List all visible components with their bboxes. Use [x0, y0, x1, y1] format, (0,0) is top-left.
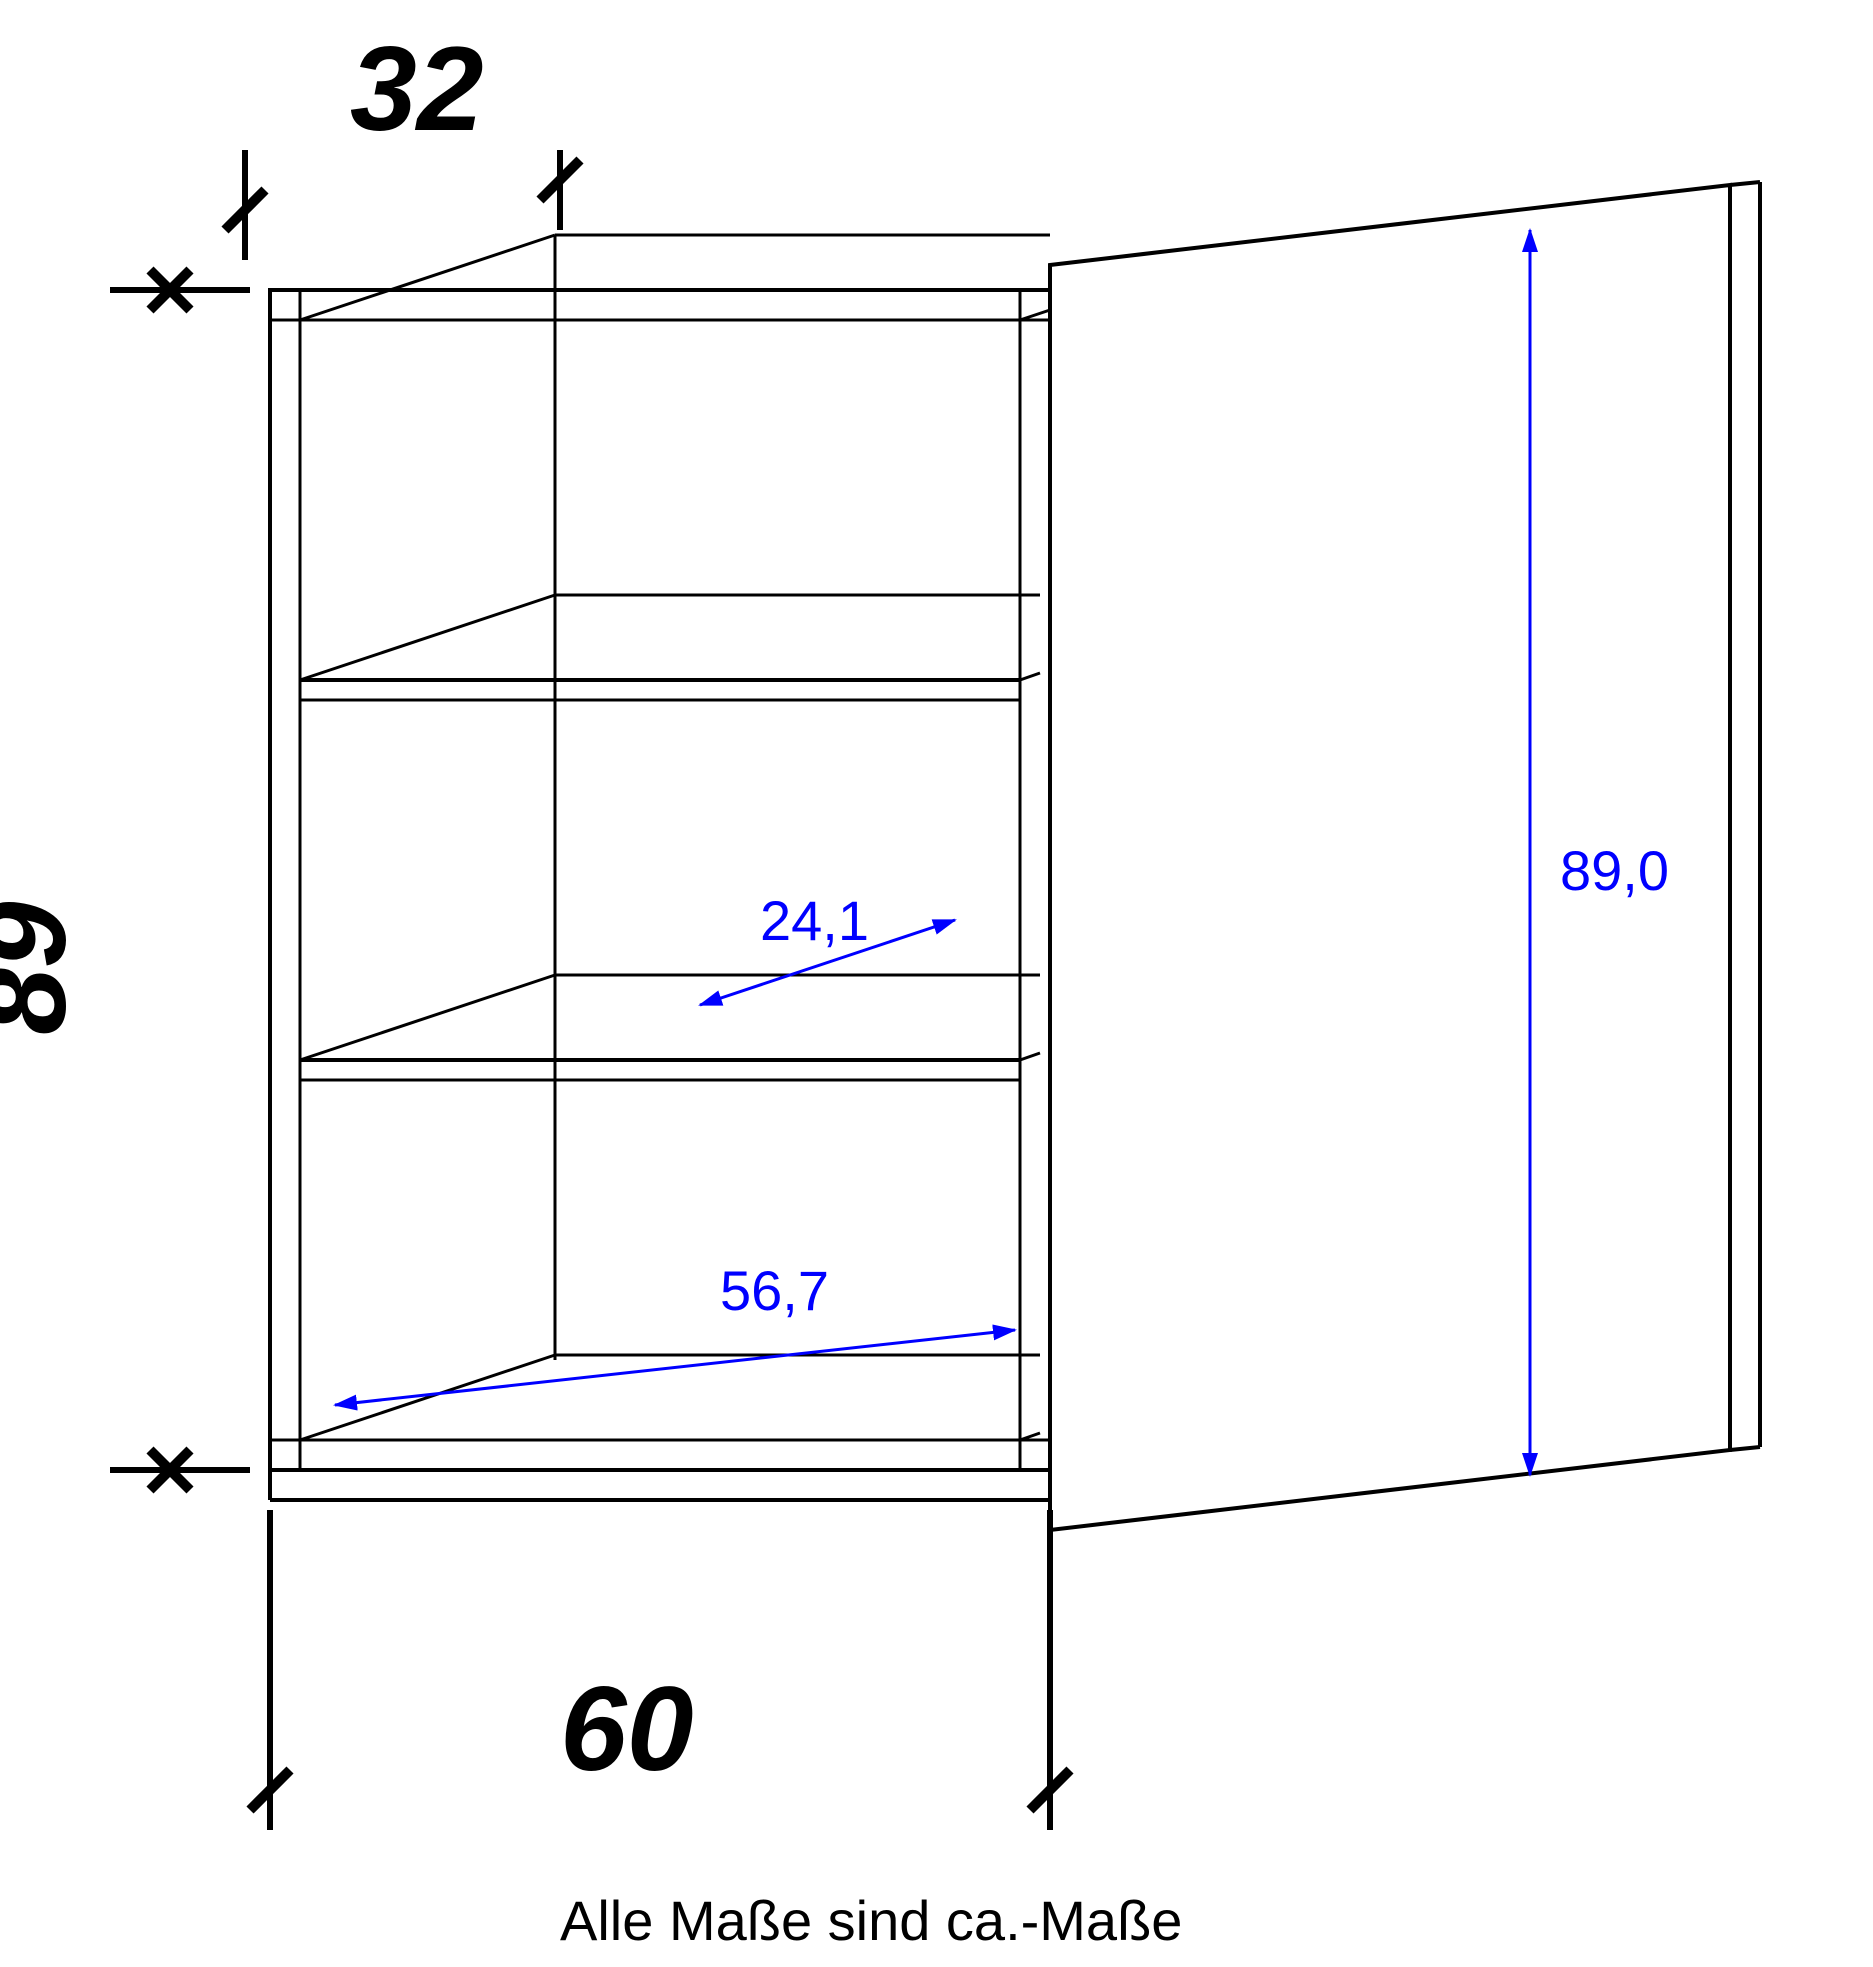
dim-inner-width: 56,7	[335, 1259, 1015, 1405]
dim-depth-label: 32	[350, 22, 483, 156]
dim-inner-width-label: 56,7	[720, 1259, 829, 1322]
dim-inner-depth: 24,1	[700, 889, 955, 1005]
shelf-2	[300, 975, 1040, 1080]
cabinet	[270, 235, 1050, 1500]
dim-inner-depth-label: 24,1	[760, 889, 869, 952]
dim-width-label: 60	[560, 1662, 693, 1796]
shelf-1	[300, 595, 1040, 700]
dim-width-60: 60	[250, 1510, 1070, 1830]
dim-door-height: 89,0	[1530, 230, 1669, 1475]
dim-height-89: 89	[0, 270, 250, 1490]
dim-height-label: 89	[0, 901, 91, 1035]
dim-depth-32: 32	[225, 22, 580, 260]
dim-door-height-label: 89,0	[1560, 839, 1669, 902]
caption: Alle Maße sind ca.-Maße	[560, 1889, 1182, 1952]
